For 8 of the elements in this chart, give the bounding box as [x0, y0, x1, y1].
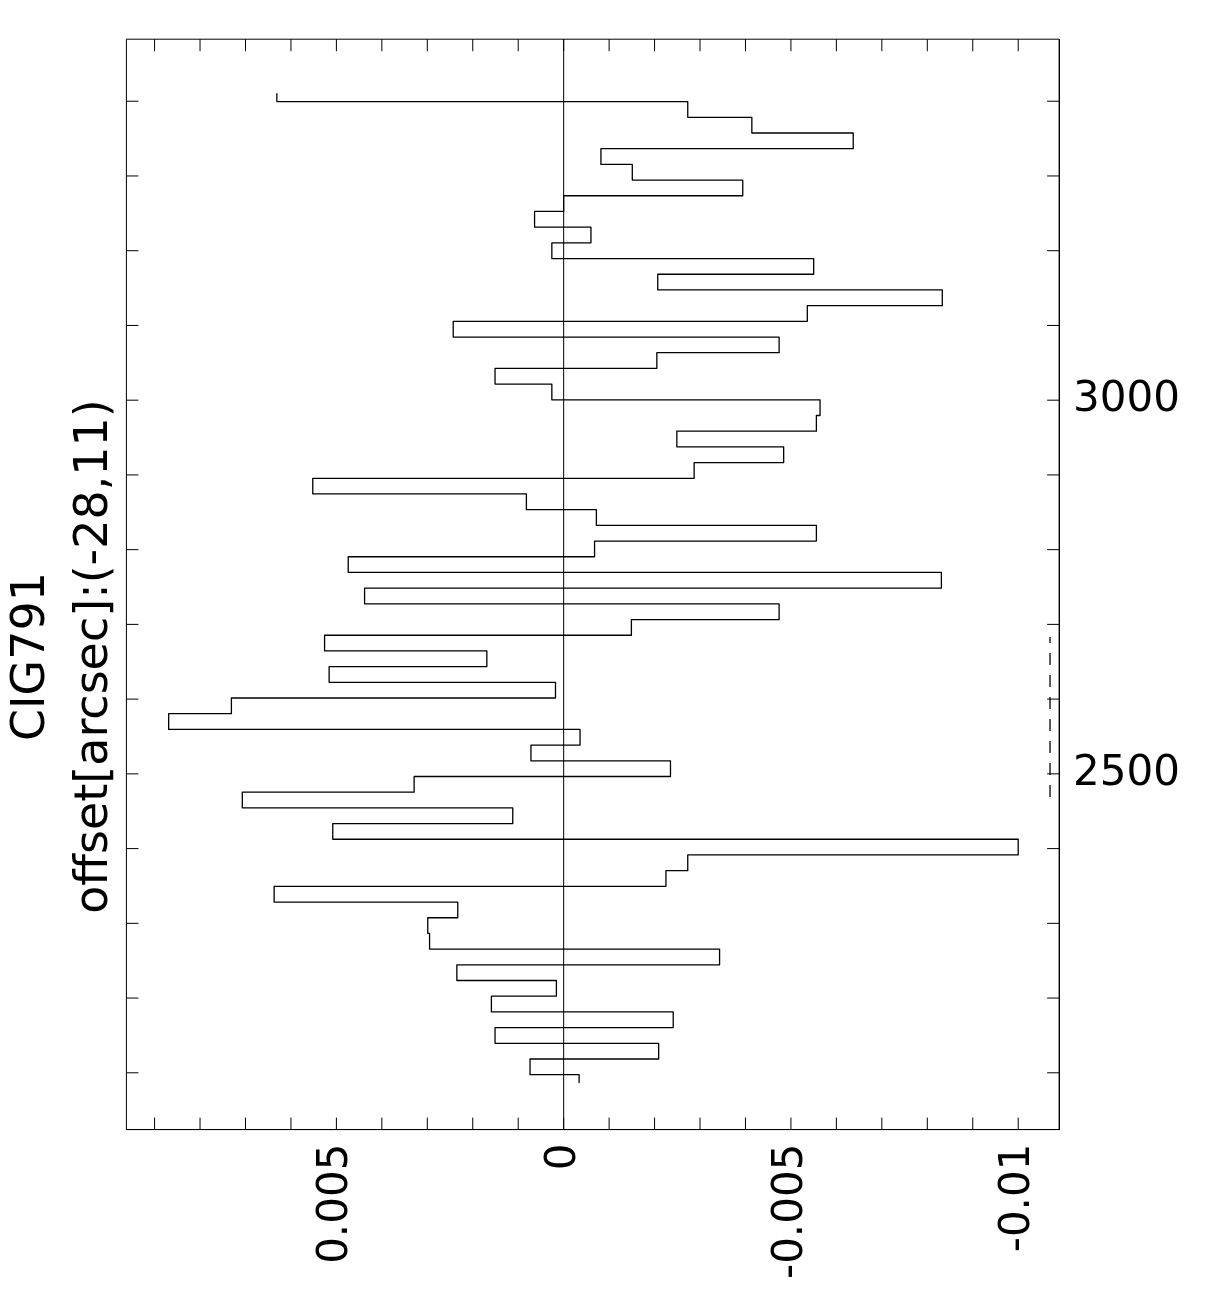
x-tick-label: 0.005 [308, 1143, 358, 1264]
x-tick-label: -0.01 [990, 1143, 1040, 1253]
x-tick-label: -0.005 [762, 1143, 812, 1280]
x-tick-label: 0 [535, 1143, 585, 1171]
y-tick-label: 3000 [1073, 372, 1180, 422]
text: CIG791 [0, 571, 55, 742]
y-tick-label: 2500 [1073, 745, 1180, 795]
text: offset[arcsec]:(-28,11) [63, 399, 118, 914]
